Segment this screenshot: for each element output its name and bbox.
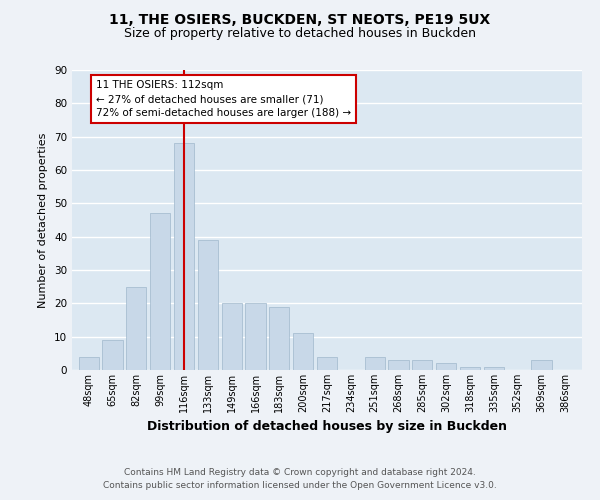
Text: Contains public sector information licensed under the Open Government Licence v3: Contains public sector information licen…	[103, 482, 497, 490]
Bar	[293, 334, 313, 370]
Bar	[388, 360, 409, 370]
Bar	[484, 366, 504, 370]
X-axis label: Distribution of detached houses by size in Buckden: Distribution of detached houses by size …	[147, 420, 507, 434]
Bar	[174, 144, 194, 370]
Bar	[436, 364, 456, 370]
Text: Size of property relative to detached houses in Buckden: Size of property relative to detached ho…	[124, 28, 476, 40]
Bar	[79, 356, 99, 370]
Bar	[245, 304, 266, 370]
Bar	[412, 360, 433, 370]
Bar	[460, 366, 480, 370]
Bar	[103, 340, 122, 370]
Bar	[126, 286, 146, 370]
Bar	[365, 356, 385, 370]
Bar	[221, 304, 242, 370]
Y-axis label: Number of detached properties: Number of detached properties	[38, 132, 49, 308]
Bar	[317, 356, 337, 370]
Bar	[269, 306, 289, 370]
Bar	[150, 214, 170, 370]
Text: 11, THE OSIERS, BUCKDEN, ST NEOTS, PE19 5UX: 11, THE OSIERS, BUCKDEN, ST NEOTS, PE19 …	[109, 12, 491, 26]
Text: Contains HM Land Registry data © Crown copyright and database right 2024.: Contains HM Land Registry data © Crown c…	[124, 468, 476, 477]
Bar	[532, 360, 551, 370]
Text: 11 THE OSIERS: 112sqm
← 27% of detached houses are smaller (71)
72% of semi-deta: 11 THE OSIERS: 112sqm ← 27% of detached …	[96, 80, 351, 118]
Bar	[198, 240, 218, 370]
